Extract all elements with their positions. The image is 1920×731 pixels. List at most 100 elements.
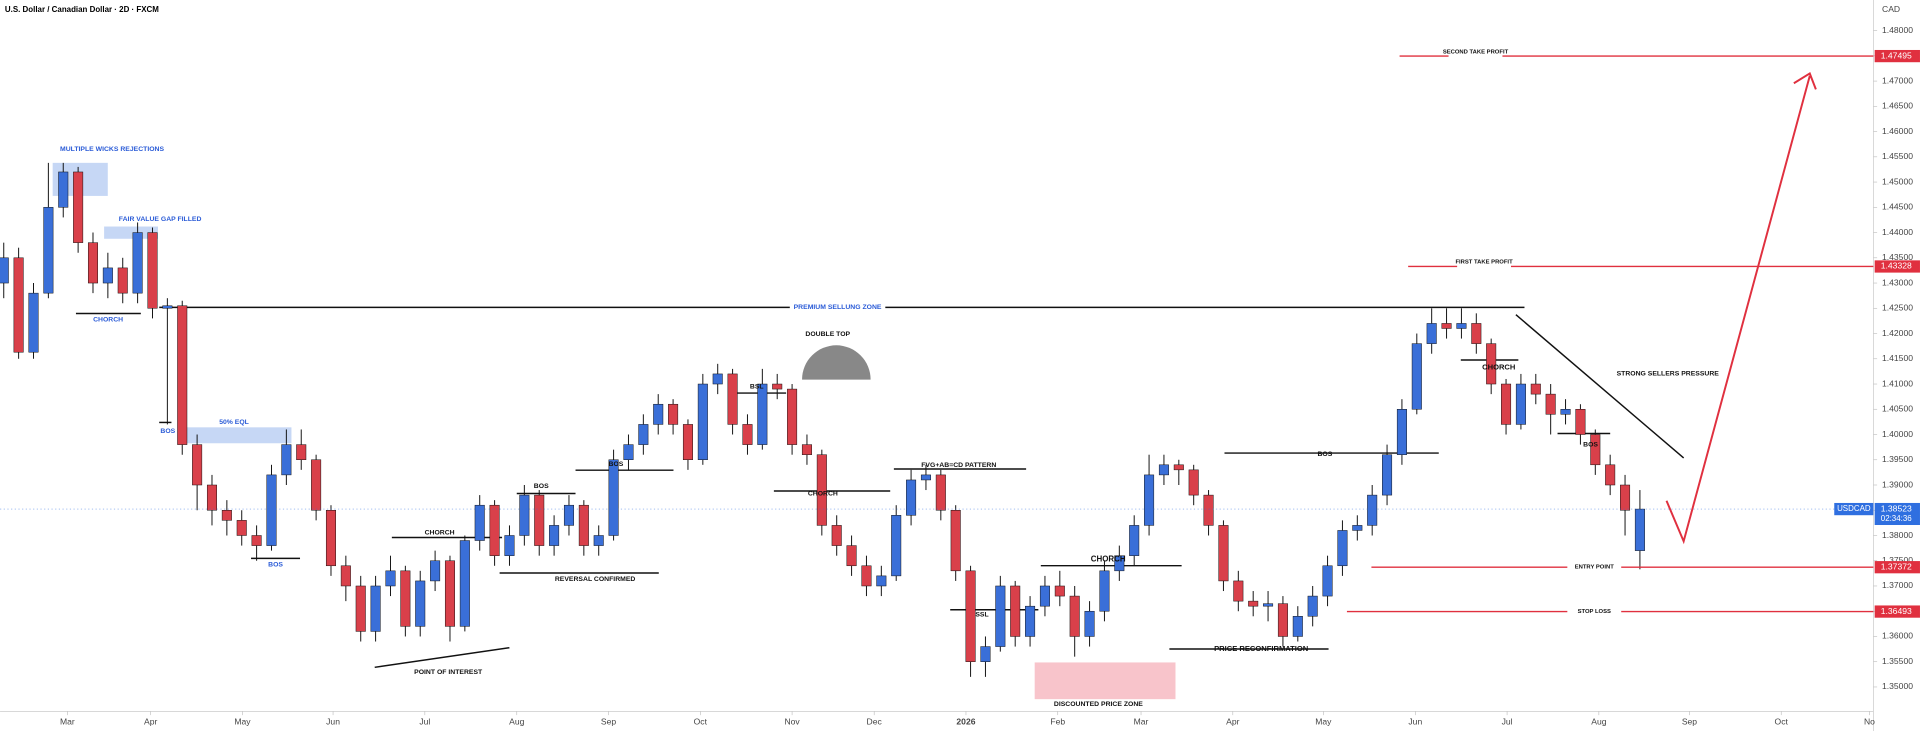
candle-body: [1560, 409, 1571, 415]
y-tick-label: 1.40000: [1882, 429, 1913, 439]
candle-body: [653, 403, 664, 425]
candle-body: [1367, 494, 1378, 526]
candle-body: [1218, 525, 1229, 582]
annotation: FAIR VALUE GAP FILLED: [119, 216, 202, 223]
price-tag: [1874, 49, 1920, 63]
candle-body: [1233, 580, 1244, 602]
candle-body: [340, 565, 351, 587]
annotation-shapes: [0, 0, 1874, 731]
annotation: STRONG SELLERS PRESSURE: [1617, 370, 1720, 377]
price-tag-label: 1.47495: [1881, 50, 1912, 60]
candle-body: [1426, 323, 1437, 344]
candle-body: [1277, 603, 1288, 637]
candle-body: [950, 510, 961, 572]
candle-body: [563, 504, 574, 526]
countdown-label: 02:34:36: [1881, 514, 1912, 523]
candle-body: [400, 570, 411, 627]
candle-body: [534, 494, 545, 546]
level-label: STOP LOSS: [1578, 609, 1611, 615]
candle-body: [1441, 323, 1452, 329]
candle-body: [861, 565, 872, 587]
candle-body: [117, 267, 128, 294]
price-tag-label: 1.37372: [1881, 561, 1912, 571]
price-tag: [1874, 605, 1920, 618]
annotation: POINT OF INTEREST: [414, 669, 483, 676]
x-tick-label: 2026: [956, 717, 975, 727]
candle-body: [1158, 464, 1169, 476]
candle-body: [430, 560, 441, 582]
candles: [0, 162, 1645, 677]
candle-body: [608, 459, 619, 536]
candle-body: [1173, 464, 1184, 471]
candle-body: [1025, 605, 1036, 637]
candle-body: [355, 585, 366, 632]
candle-body: [162, 305, 173, 309]
x-tick-label: Jun: [326, 717, 340, 727]
candle-body: [519, 494, 530, 536]
candle-body: [668, 403, 679, 425]
annotation: CHORCH: [808, 490, 838, 497]
level-label-bg: [1448, 51, 1503, 61]
annotation: BOS: [609, 461, 624, 468]
annotation: BOS: [1583, 441, 1598, 448]
x-tick-label: Mar: [1134, 717, 1149, 727]
annotation: CHORCH: [425, 529, 455, 536]
candle-body: [28, 292, 39, 353]
annotation: PREMIUM SELLUNG ZONE: [794, 304, 882, 311]
candle-body: [712, 373, 723, 385]
candle-body: [13, 257, 24, 353]
candle-body: [1010, 585, 1021, 637]
y-tick-label: 1.46000: [1882, 126, 1913, 136]
candle-body: [206, 484, 217, 511]
candle-body: [1114, 555, 1125, 572]
last-price-tag: [1874, 502, 1920, 526]
candle-body: [846, 545, 857, 567]
eql-zone: [184, 427, 292, 444]
x-tick-label: Oct: [694, 717, 708, 727]
candle-body: [1620, 484, 1631, 511]
candle-body: [1590, 434, 1601, 466]
annotation: MULTIPLE WICKS REJECTIONS: [60, 146, 164, 153]
candle-body: [58, 171, 69, 208]
candle-body: [1575, 409, 1586, 435]
x-tick-label: Sep: [601, 717, 616, 727]
x-tick-label: Oct: [1775, 717, 1789, 727]
candle-body: [578, 504, 589, 546]
y-tick-label: 1.44000: [1882, 227, 1913, 237]
annotation: DOUBLE TOP: [805, 331, 850, 338]
candle-body: [1337, 530, 1348, 567]
candle-body: [1069, 595, 1080, 637]
candle-body: [311, 459, 322, 511]
annotation: CHORCH: [1482, 362, 1515, 371]
y-tick-label: 1.39000: [1882, 479, 1913, 489]
candle-body: [920, 474, 931, 481]
level-label: SECOND TAKE PROFIT: [1443, 49, 1509, 55]
candle-body: [1411, 343, 1422, 410]
candle-body: [965, 570, 976, 662]
y-tick-label: 1.44500: [1882, 202, 1913, 212]
candle-body: [787, 388, 798, 445]
candle-body: [742, 424, 753, 445]
candle-body: [474, 504, 485, 541]
candle-body: [623, 444, 634, 461]
y-tick-label: 1.41000: [1882, 378, 1913, 388]
candle-body: [73, 171, 84, 243]
candle-body: [727, 373, 738, 425]
candle-body: [221, 510, 232, 521]
candle-body: [177, 305, 188, 445]
annotation: BSL: [750, 384, 764, 391]
y-tick-label: 1.35000: [1882, 681, 1913, 691]
candle-body: [593, 535, 604, 546]
candle-body: [1292, 616, 1303, 637]
level-label: FIRST TAKE PROFIT: [1455, 260, 1513, 266]
annotation: FVG+AB=CD PATTERN: [921, 462, 996, 469]
annotation: BOS: [534, 483, 549, 490]
y-tick-label: 1.48000: [1882, 25, 1913, 35]
candle-body: [444, 560, 455, 627]
price-tag: [1874, 561, 1920, 574]
candle-body: [772, 383, 783, 390]
y-tick-label: 1.39500: [1882, 454, 1913, 464]
candle-body: [296, 444, 307, 461]
candle-body: [1501, 383, 1512, 425]
annotation: REVERSAL CONFIRMED: [555, 576, 636, 583]
